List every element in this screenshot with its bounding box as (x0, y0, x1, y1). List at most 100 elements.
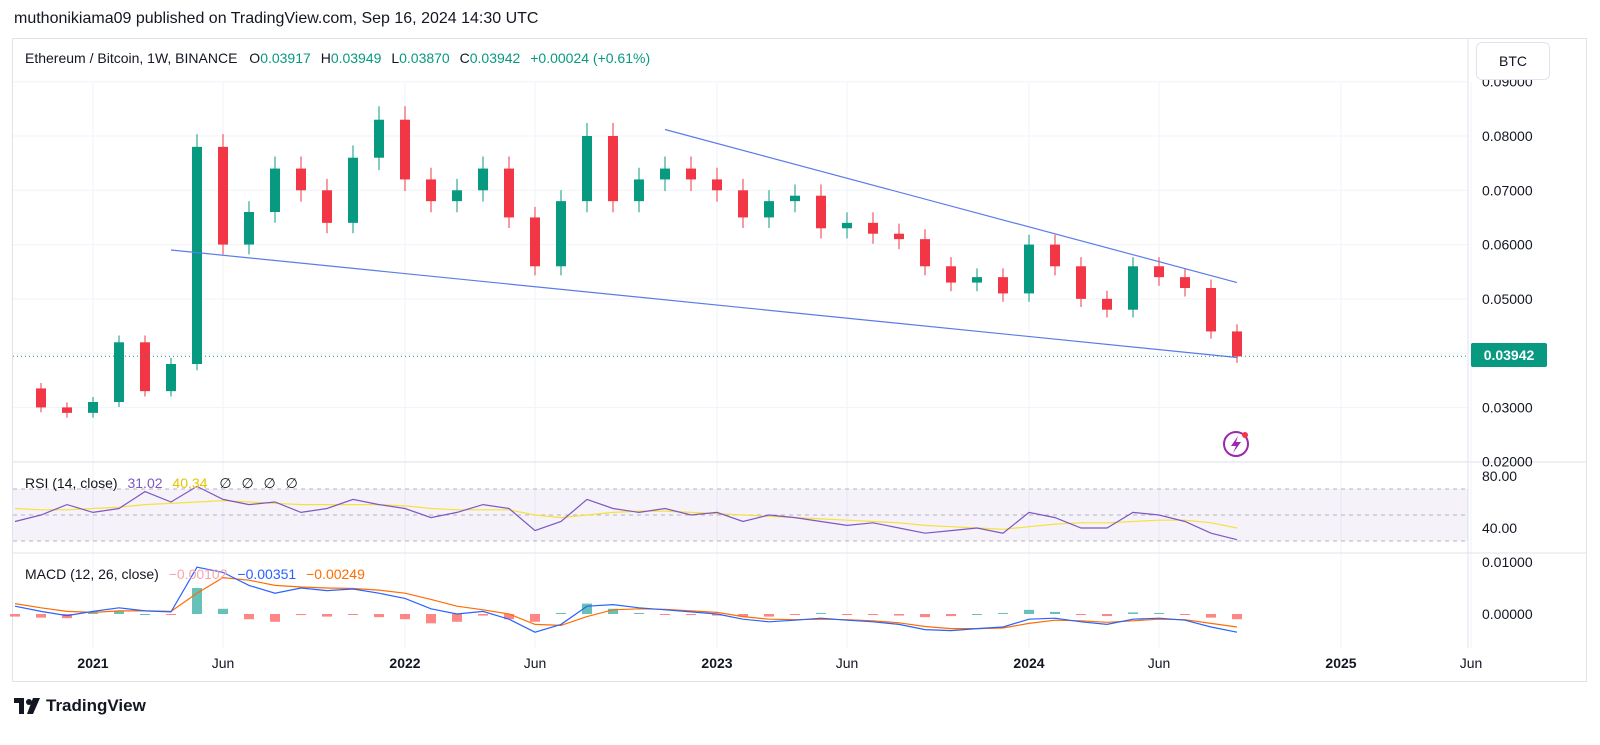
macd-histogram-bar (842, 614, 852, 615)
candle-body (166, 364, 176, 392)
macd-value: −0.00351 (237, 566, 297, 582)
rsi-ma-line (14, 500, 1238, 530)
macd-histogram-bar (36, 614, 46, 618)
high-label: H (320, 50, 331, 66)
candle-body (504, 168, 514, 218)
macd-histogram-bar (192, 588, 202, 614)
macd-histogram-bar (400, 614, 410, 620)
macd-histogram-bar (478, 614, 488, 616)
macd-histogram-bar (452, 614, 462, 622)
macd-histogram-bar (738, 614, 748, 617)
macd-histogram-bar (530, 614, 540, 622)
low-label: L (391, 50, 400, 66)
candle-body (738, 190, 748, 218)
tradingview-logo-icon (14, 698, 40, 714)
macd-histogram-bar (426, 614, 436, 624)
rsi-value: 31.02 (127, 475, 163, 491)
trendline-lower (170, 249, 1238, 359)
rsi-label: RSI (14, close) (25, 475, 118, 491)
macd-histogram-bar (244, 614, 254, 620)
rsi-legend: RSI (14, close) 31.02 40.34 ∅ ∅ ∅ ∅ (25, 475, 298, 492)
macd-histogram-bar (920, 614, 930, 618)
macd-histogram-bar (166, 614, 176, 615)
rsi-extra-4: ∅ (285, 475, 298, 491)
candle-body (36, 388, 46, 408)
rsi-ma-value: 40.34 (172, 475, 208, 491)
macd-tick-label: 0.00000 (1482, 606, 1533, 622)
high-value: 0.03949 (330, 50, 382, 66)
chart-frame (12, 38, 1587, 682)
tradingview-logo[interactable]: TradingView (14, 696, 146, 716)
lightning-bolt-icon (1231, 436, 1241, 453)
rsi-tick-label: 40.00 (1482, 520, 1517, 536)
candle-body (348, 157, 358, 223)
macd-histogram-bar (218, 608, 228, 614)
macd-histogram-bar (504, 614, 514, 620)
time-tick-label: 2021 (77, 655, 108, 671)
candle-body (764, 201, 774, 218)
candle-body (920, 239, 930, 267)
tradingview-brand: TradingView (46, 696, 146, 715)
candle-body (88, 402, 98, 413)
macd-histogram-bar (1154, 612, 1164, 614)
candle-body (1180, 277, 1190, 288)
rsi-extra-2: ∅ (241, 475, 254, 491)
rsi-extra-1: ∅ (219, 475, 232, 491)
candle-body (894, 233, 904, 240)
time-tick-label: Jun (1148, 655, 1171, 671)
close-label: C (459, 50, 470, 66)
rsi-extra-3: ∅ (263, 475, 276, 491)
macd-histogram-bar (972, 614, 982, 615)
macd-signal-line (14, 576, 1238, 630)
lightning-icon (1223, 431, 1249, 457)
macd-histogram-bar (660, 614, 670, 615)
candle-body (790, 195, 800, 202)
candle-body (478, 168, 488, 191)
publisher-line: muthonikiama09 published on TradingView.… (14, 10, 539, 27)
macd-histogram-bar (10, 614, 20, 617)
candle-body (660, 168, 670, 180)
macd-histogram-bar (998, 612, 1008, 614)
candle-body (426, 179, 436, 202)
currency-button[interactable]: BTC (1476, 42, 1550, 80)
candle-body (712, 179, 722, 191)
time-tick-label: 2023 (701, 655, 732, 671)
macd-histogram-bar (1076, 614, 1086, 616)
macd-histogram-bar (1206, 614, 1216, 618)
macd-histogram-bar (1024, 609, 1034, 614)
price-tick-label: 0.05000 (1482, 291, 1533, 307)
macd-histogram-bar (608, 608, 618, 614)
price-tick-label: 0.06000 (1482, 237, 1533, 253)
time-tick-label: Jun (524, 655, 547, 671)
open-label: O (249, 50, 261, 66)
candle-body (1050, 244, 1060, 267)
candle-body (1232, 331, 1242, 357)
symbol-legend: Ethereum / Bitcoin, 1W, BINANCE O0.03917… (25, 50, 656, 66)
macd-histogram-bar (348, 614, 358, 615)
candle-body (374, 119, 384, 158)
candle-body (686, 168, 696, 180)
macd-histogram-bar (686, 614, 696, 616)
macd-histogram-bar (816, 612, 826, 614)
time-tick-label: 2025 (1325, 655, 1356, 671)
macd-histogram-bar (790, 614, 800, 615)
candle-body (1076, 266, 1086, 299)
candle-body (322, 190, 332, 223)
time-tick-label: 2022 (389, 655, 420, 671)
candle-body (842, 222, 852, 229)
candle-body (218, 146, 228, 245)
macd-histogram-bar (374, 614, 384, 618)
macd-line (14, 566, 1238, 633)
candle-body (1102, 298, 1112, 310)
candle-body (244, 212, 254, 245)
candle-body (296, 168, 306, 191)
candle-body (1128, 266, 1138, 310)
macd-histogram-bar (1232, 614, 1242, 620)
rsi-tick-label: 80.00 (1482, 468, 1517, 484)
candle-body (140, 342, 150, 392)
candle-body (946, 266, 956, 283)
rsi-line (14, 485, 1238, 541)
price-tick-label: 0.02000 (1482, 454, 1533, 470)
last-price-badge: 0.03942 (1471, 343, 1547, 367)
